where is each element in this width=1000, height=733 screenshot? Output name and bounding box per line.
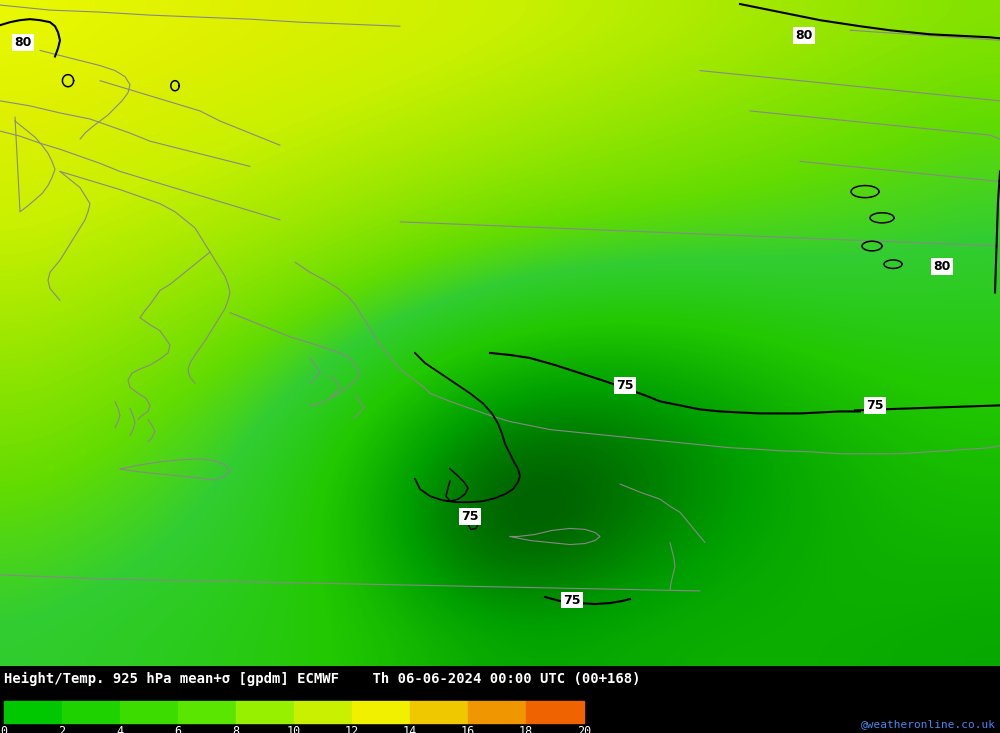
Text: 10: 10 bbox=[287, 725, 301, 733]
Text: 80: 80 bbox=[14, 36, 32, 49]
Text: 16: 16 bbox=[461, 725, 475, 733]
Text: 2: 2 bbox=[58, 725, 66, 733]
Text: 75: 75 bbox=[563, 594, 581, 606]
Bar bbox=[62, 701, 120, 723]
Text: 12: 12 bbox=[345, 725, 359, 733]
Text: @weatheronline.co.uk: @weatheronline.co.uk bbox=[861, 719, 996, 729]
Text: 18: 18 bbox=[519, 725, 533, 733]
Text: 20: 20 bbox=[577, 725, 591, 733]
Text: 80: 80 bbox=[795, 29, 813, 42]
Text: Height/Temp. 925 hPa mean+σ [gpdm] ECMWF    Th 06-06-2024 00:00 UTC (00+168): Height/Temp. 925 hPa mean+σ [gpdm] ECMWF… bbox=[4, 671, 640, 685]
Bar bbox=[410, 701, 468, 723]
Bar bbox=[120, 701, 178, 723]
Text: 8: 8 bbox=[232, 725, 240, 733]
Bar bbox=[352, 701, 410, 723]
Bar bbox=[294, 701, 352, 723]
Text: 75: 75 bbox=[616, 379, 634, 391]
Bar bbox=[468, 701, 526, 723]
Text: 75: 75 bbox=[866, 399, 884, 412]
Bar bbox=[236, 701, 294, 723]
Text: 80: 80 bbox=[933, 259, 951, 273]
Bar bbox=[4, 701, 62, 723]
Bar bbox=[526, 701, 584, 723]
Bar bbox=[178, 701, 236, 723]
Text: 6: 6 bbox=[174, 725, 182, 733]
Text: 75: 75 bbox=[461, 510, 479, 523]
Text: 14: 14 bbox=[403, 725, 417, 733]
Text: 0: 0 bbox=[0, 725, 8, 733]
Text: 4: 4 bbox=[116, 725, 124, 733]
